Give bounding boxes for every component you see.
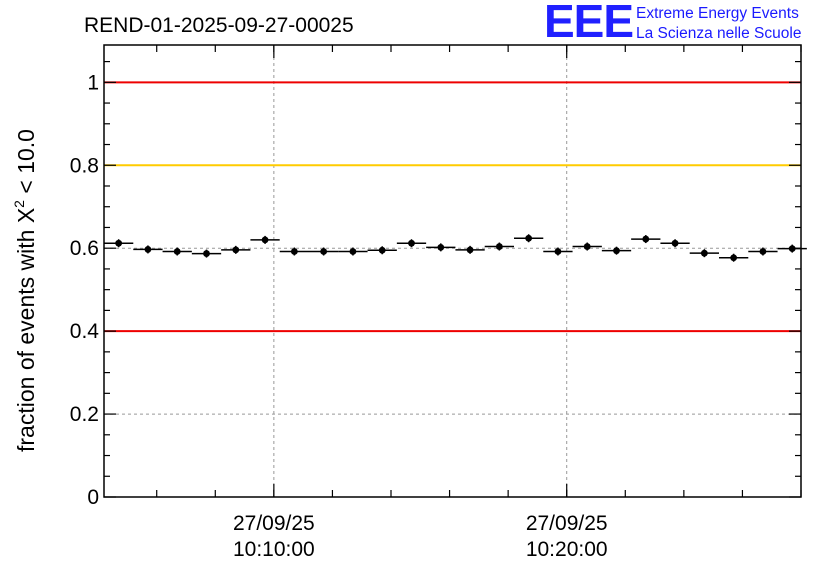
data-point <box>261 236 269 244</box>
axis-ticks: 0 0.2 0.4 0.6 0.8 1 27/09/25 10:10:00 27/09/25 10… <box>70 45 802 561</box>
data-point <box>554 248 562 255</box>
data-point <box>203 250 210 257</box>
data-point <box>290 248 298 255</box>
data-point <box>642 235 650 243</box>
x-tick-label-date: 27/09/25 <box>233 512 315 535</box>
x-tick-label-date: 27/09/25 <box>526 512 608 535</box>
y-axis-label-exponent: 2 <box>11 200 27 208</box>
y-tick-label: 0.8 <box>70 154 99 177</box>
y-tick-label: 0.6 <box>70 237 99 260</box>
data-point <box>525 234 533 242</box>
data-point <box>173 248 181 255</box>
data-point <box>144 246 152 253</box>
data-point <box>349 248 357 255</box>
grid-lines <box>104 45 801 497</box>
data-point <box>583 243 591 250</box>
logo-line-1: Extreme Energy Events <box>636 5 799 22</box>
eee-logo: EEE Extreme Energy Events La Scienza nel… <box>544 0 834 47</box>
data-point <box>671 239 679 247</box>
logo-line-2: La Scienza nelle Scuole <box>636 25 802 42</box>
data-point <box>408 239 415 247</box>
data-point <box>495 243 503 250</box>
y-tick-label: 0 <box>87 486 99 509</box>
y-axis-label-suffix: < 10.0 <box>13 129 39 200</box>
data-point <box>378 246 386 254</box>
data-point <box>437 243 445 251</box>
y-tick-label: 1 <box>87 71 99 94</box>
data-point <box>115 239 123 247</box>
y-axis-label-symbol: X <box>13 208 39 223</box>
data-point <box>466 246 474 254</box>
data-point <box>232 246 240 254</box>
data-points <box>104 234 807 262</box>
chart-title: REND-01-2025-09-27-00025 <box>84 14 354 37</box>
data-point <box>320 248 328 255</box>
y-axis-label: fraction of events with X2 < 10.0 <box>11 129 39 452</box>
y-axis-label-prefix: fraction of events with <box>13 223 39 452</box>
data-point <box>700 249 708 257</box>
y-tick-label: 0.2 <box>70 403 99 426</box>
reference-lines <box>104 81 801 333</box>
logo-mark: EEE <box>544 0 634 47</box>
x-tick-label-time: 10:20:00 <box>526 538 608 561</box>
y-tick-label: 0.4 <box>70 320 100 343</box>
data-point <box>759 248 767 255</box>
data-point <box>613 247 620 255</box>
plot-frame <box>103 44 802 498</box>
data-point <box>730 254 738 262</box>
x-tick-label-time: 10:10:00 <box>233 538 315 561</box>
